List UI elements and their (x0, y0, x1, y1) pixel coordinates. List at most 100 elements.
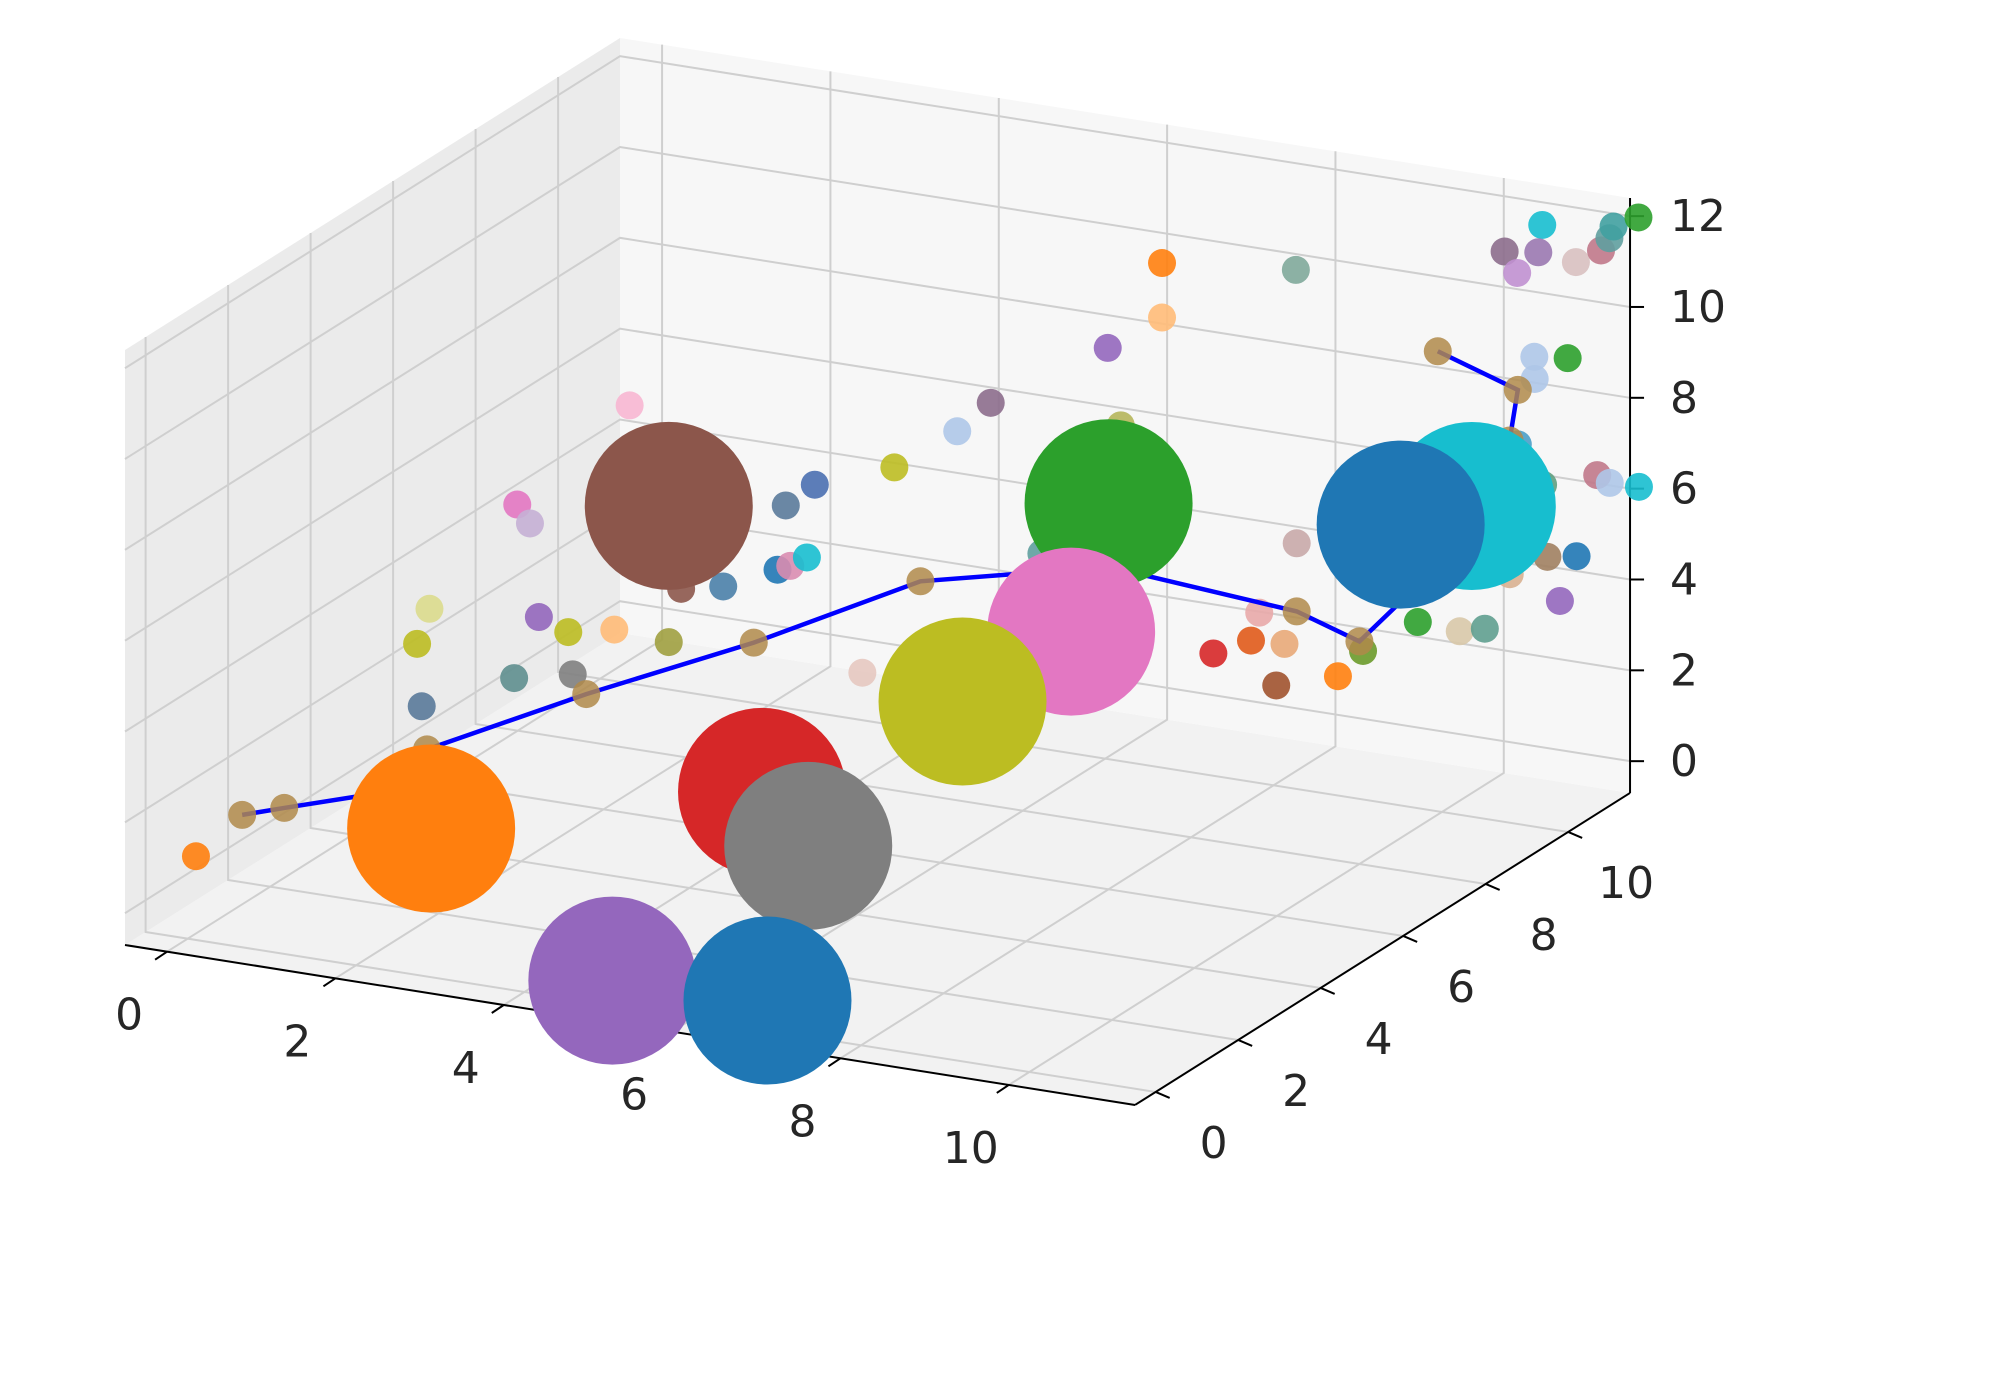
line-point (1423, 337, 1452, 366)
scatter-point (848, 658, 877, 687)
y-tick-mark (1567, 831, 1583, 839)
scatter-point (1599, 212, 1628, 241)
gridline-y (227, 284, 1239, 1041)
y-tick-mark (1485, 883, 1501, 891)
line-point (228, 800, 257, 829)
scatter-point (654, 628, 683, 657)
y-tick-label: 0 (1200, 1118, 1228, 1169)
scatter-point (1595, 468, 1624, 497)
scatter-point (1561, 248, 1590, 277)
gridline-z (124, 418, 1631, 733)
y-tick-label: 6 (1447, 962, 1475, 1013)
y-axis-line (1134, 792, 1631, 1106)
scatter-point (1553, 344, 1582, 373)
scatter-point (1093, 333, 1122, 362)
gridline-y (474, 128, 1486, 885)
x-tick-mark (827, 1057, 841, 1068)
y-tick-label: 4 (1365, 1014, 1393, 1065)
y-tick-label: 10 (1598, 858, 1654, 909)
gridline-y (557, 76, 1569, 833)
x-tick-mark (996, 1084, 1010, 1094)
left-wall-pane (125, 37, 620, 946)
z-tick-label: 10 (1670, 282, 1726, 333)
x-tick-mark (491, 1004, 505, 1014)
large-marker (1024, 419, 1193, 588)
scatter-point (800, 470, 829, 499)
y-tick-mark (1320, 987, 1336, 995)
x-tick-label: 6 (620, 1070, 648, 1121)
scatter-point (1503, 258, 1532, 287)
x-tick-label: 10 (943, 1123, 999, 1174)
x-tick-label: 4 (452, 1043, 480, 1094)
y-tick-mark (1402, 935, 1418, 943)
scatter-point (403, 629, 432, 658)
z-tick-label: 8 (1670, 373, 1698, 424)
large-marker (347, 744, 516, 913)
scatter-point (500, 664, 529, 693)
z-tick-label: 2 (1670, 645, 1698, 696)
gridline-z (124, 55, 1631, 370)
x-tick-mark (322, 977, 336, 988)
y-tick-mark (1155, 1091, 1171, 1099)
x-tick-label: 8 (788, 1096, 816, 1147)
line-point (1345, 627, 1374, 656)
line-point (739, 628, 768, 657)
x-tick-label: 2 (283, 1016, 311, 1067)
scatter-point (771, 491, 800, 520)
large-marker (584, 421, 753, 590)
line-point (1282, 597, 1311, 626)
line-point (270, 793, 299, 822)
gridline-z (124, 236, 1631, 551)
y-tick-mark (1237, 1039, 1253, 1047)
z-tick-label: 0 (1670, 736, 1698, 787)
line-point (572, 680, 601, 709)
scatter-point (1199, 639, 1228, 668)
scatter-point (558, 660, 587, 689)
scatter-point (943, 417, 972, 446)
scatter-point (1282, 529, 1311, 558)
y-tick-label: 8 (1530, 910, 1558, 961)
y-tick-label: 2 (1282, 1066, 1310, 1117)
gridline-z (124, 327, 1631, 642)
scatter-point (792, 543, 821, 572)
line-point (906, 567, 935, 596)
scatter-point (1148, 249, 1177, 278)
scatter-point (1470, 614, 1499, 643)
large-marker (683, 916, 852, 1085)
scatter-point (1520, 342, 1549, 371)
data-marks (181, 203, 1653, 1085)
scatter-point (1148, 303, 1177, 332)
scatter-point (1270, 629, 1299, 658)
x-tick-mark (154, 950, 168, 961)
gridline-x (839, 151, 1337, 1060)
scatter-point (615, 391, 644, 420)
z-tick-label: 4 (1670, 554, 1698, 605)
z-tick-label: 12 (1670, 191, 1726, 242)
z-tick-label: 6 (1670, 464, 1698, 515)
gridline-x (1008, 177, 1505, 1086)
scatter-point (976, 388, 1005, 417)
scatter-point (1445, 617, 1474, 646)
scatter-point (1624, 472, 1653, 501)
scatter-point (407, 692, 436, 721)
scatter-point (1624, 203, 1653, 232)
scatter-point (1524, 238, 1553, 267)
tick-labels: 0 2 4 6 8 10 0 2 4 6 8 10 0 2 4 6 8 10 12 (115, 191, 1726, 1174)
gridline-y (309, 232, 1321, 989)
scatter-point (1236, 626, 1265, 655)
scatter-point (415, 594, 444, 623)
scatter-point (1545, 586, 1574, 615)
scatter-point (515, 509, 544, 538)
large-marker (1316, 440, 1485, 609)
line-point (1503, 375, 1532, 404)
scatter-point (880, 453, 909, 482)
scatter-point (1490, 237, 1519, 266)
scatter-point (1281, 255, 1310, 284)
scatter-point (1528, 210, 1557, 239)
x-tick-label: 0 (115, 990, 143, 1041)
scatter-point (1403, 608, 1432, 637)
scatter-point (709, 572, 738, 601)
scatter-point (1323, 662, 1352, 691)
scatter-point (181, 842, 210, 871)
